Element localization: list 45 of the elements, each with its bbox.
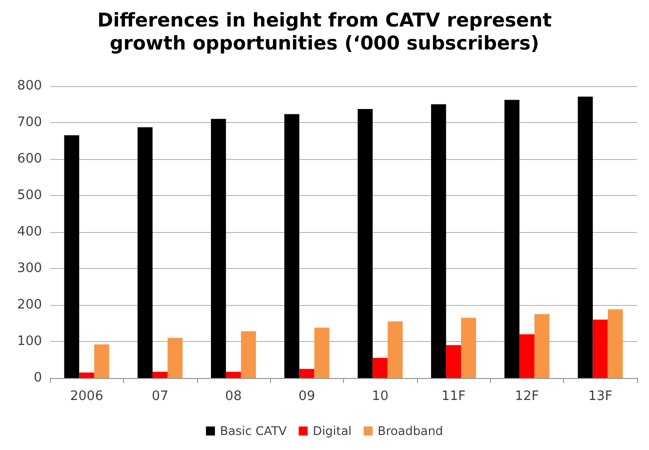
y-tick-label: 0 — [34, 370, 42, 386]
bar — [138, 127, 153, 378]
bar — [519, 334, 534, 378]
bar — [240, 331, 256, 378]
bar — [210, 118, 226, 378]
bar — [284, 114, 300, 378]
bar — [578, 96, 593, 378]
legend-label: Basic CATV — [220, 424, 288, 438]
bar — [64, 135, 80, 378]
bar — [168, 338, 183, 378]
x-tick-label: 2006 — [70, 389, 104, 404]
bar — [372, 358, 388, 378]
x-tick-label: 09 — [298, 389, 316, 404]
bar — [358, 108, 373, 378]
bar — [299, 368, 314, 378]
y-tick-label: 700 — [17, 115, 42, 130]
bar — [79, 372, 94, 378]
y-tick-label: 200 — [17, 298, 42, 312]
x-tick-label: 11F — [442, 389, 466, 404]
y-tick-label: 300 — [17, 261, 42, 276]
y-tick-label: 100 — [17, 334, 42, 349]
bar — [314, 328, 330, 378]
y-tick-label: 800 — [17, 78, 42, 94]
bar — [608, 309, 623, 378]
bar — [592, 320, 608, 378]
x-tick-label: 13F — [588, 389, 612, 404]
bar — [461, 318, 476, 378]
y-tick-label: 500 — [17, 188, 42, 203]
x-tick-label: 07 — [152, 389, 168, 404]
bar — [431, 104, 446, 378]
chart-title: Differences in height from CATV represent growth opportunities (‘000 subscribers) — [97, 10, 552, 54]
x-tick-label: 12F — [514, 389, 539, 404]
bar — [152, 372, 168, 378]
bar — [94, 344, 110, 378]
bar — [226, 372, 241, 378]
bar — [446, 345, 462, 378]
bar — [504, 100, 520, 378]
legend-label: Digital — [312, 424, 352, 438]
legend-label: Broadband — [378, 424, 444, 438]
x-tick-label: 08 — [225, 389, 242, 404]
x-tick-label: 10 — [372, 389, 388, 404]
bar — [388, 321, 403, 378]
y-tick-label: 600 — [17, 152, 42, 166]
y-tick-label: 400 — [17, 224, 42, 240]
bar — [534, 314, 550, 378]
